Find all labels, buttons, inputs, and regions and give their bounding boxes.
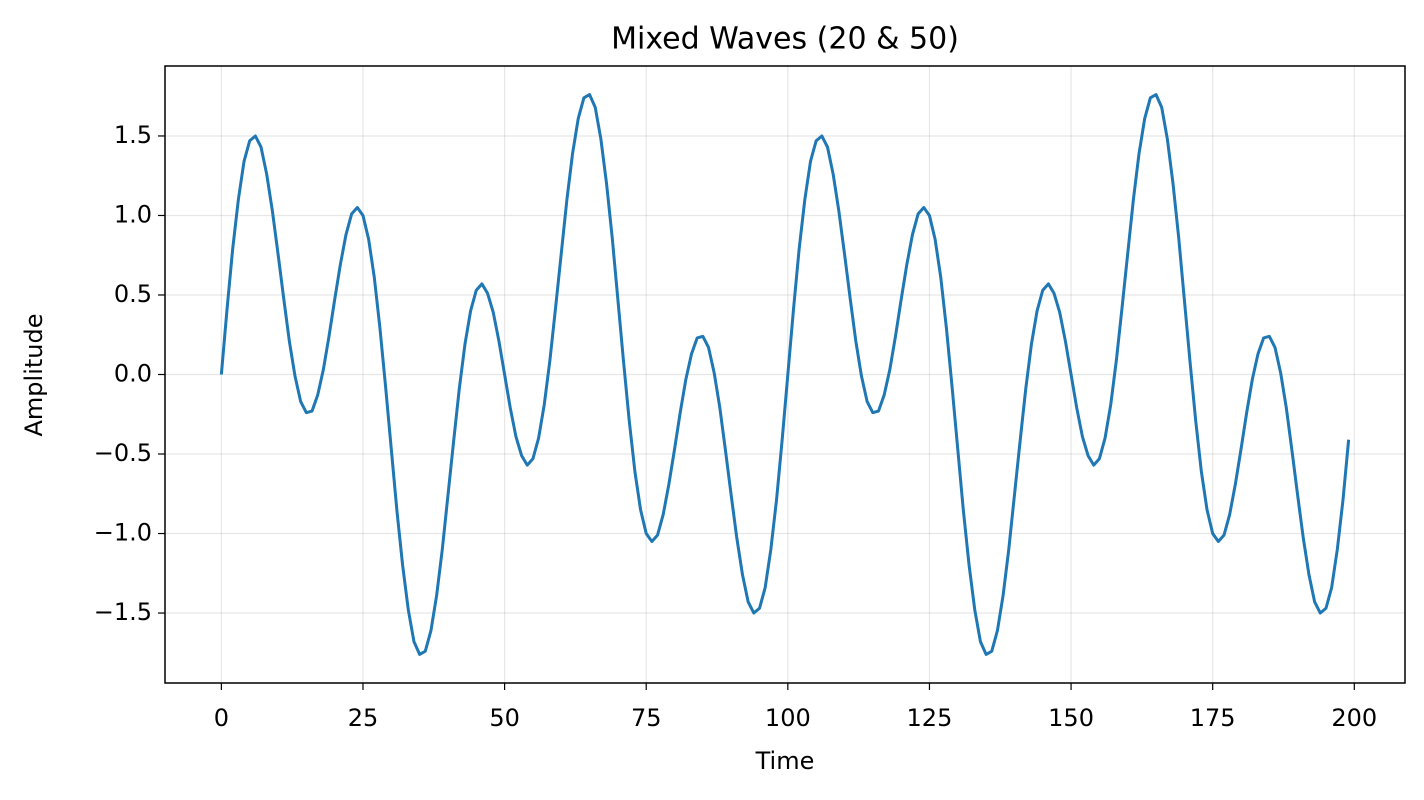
x-axis-label: Time <box>755 747 815 775</box>
x-tick-label: 75 <box>631 704 662 732</box>
y-tick-label: 0.0 <box>114 360 152 388</box>
x-tick-label: 150 <box>1048 704 1094 732</box>
y-tick-label: −1.5 <box>94 598 152 626</box>
x-tick-label: 25 <box>348 704 379 732</box>
plot-frame <box>164 65 1406 684</box>
x-tick-label: 200 <box>1331 704 1377 732</box>
x-tick-label: 125 <box>907 704 953 732</box>
chart-title: Mixed Waves (20 & 50) <box>611 22 959 57</box>
x-tick-label: 175 <box>1190 704 1236 732</box>
y-axis-label: Amplitude <box>20 314 48 437</box>
x-tick-label: 100 <box>765 704 811 732</box>
y-tick-label: −1.0 <box>94 519 152 547</box>
y-tick-label: 1.0 <box>114 200 152 228</box>
y-tick-label: 0.5 <box>114 280 152 308</box>
x-tick-label: 0 <box>214 704 229 732</box>
y-tick-label: 1.5 <box>114 121 152 149</box>
data-line <box>219 93 1351 656</box>
y-tick-label: −0.5 <box>94 439 152 467</box>
x-tick-label: 50 <box>489 704 520 732</box>
